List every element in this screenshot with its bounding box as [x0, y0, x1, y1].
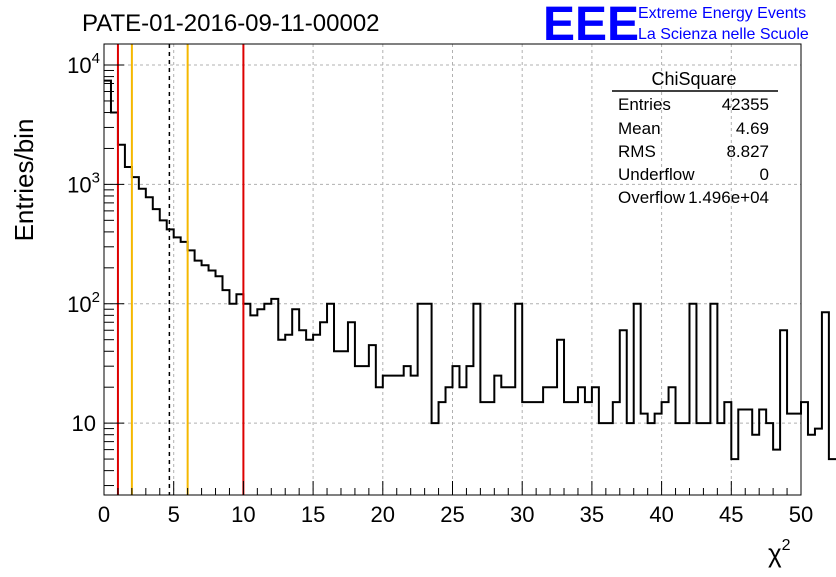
- stats-value-entries: 42355: [722, 95, 769, 114]
- x-tick-label: 15: [301, 502, 325, 527]
- stats-label-mean: Mean: [618, 119, 661, 138]
- x-tick-label: 10: [231, 502, 255, 527]
- stats-title: ChiSquare: [651, 69, 736, 89]
- x-tick-label: 40: [649, 502, 673, 527]
- x-tick-label: 20: [371, 502, 395, 527]
- stats-label-underflow: Underflow: [618, 165, 695, 184]
- axes-layer: 0 5 10 15 20 25 30 35 40 45 50 10 102 103 104: [67, 50, 813, 527]
- stats-value-overflow: 1.496e+04: [688, 188, 769, 207]
- marker-lines-layer: [118, 44, 243, 495]
- eee-logo: EEE Extreme Energy Events La Scienza nel…: [543, 0, 809, 51]
- stats-value-rms: 8.827: [726, 142, 769, 161]
- stats-value-underflow: 0: [760, 165, 769, 184]
- y-tick-label: 10: [72, 411, 96, 436]
- stats-label-entries: Entries: [618, 95, 671, 114]
- y-tick-label: 104: [67, 50, 100, 78]
- x-tick-label: 25: [440, 502, 464, 527]
- x-tick-label: 0: [98, 502, 110, 527]
- x-tick-label: 50: [789, 502, 813, 527]
- stats-label-overflow: Overflow: [618, 188, 686, 207]
- y-tick-label: 103: [67, 169, 100, 197]
- x-tick-label: 30: [510, 502, 534, 527]
- histogram-outline: [104, 81, 836, 459]
- x-tick-label: 35: [580, 502, 604, 527]
- logo-line-1: Extreme Energy Events: [638, 5, 806, 22]
- x-axis-label: χ2: [768, 537, 791, 568]
- stats-value-mean: 4.69: [736, 119, 769, 138]
- logo-line-2: La Scienza nelle Scuole: [638, 26, 809, 43]
- stats-label-rms: RMS: [618, 142, 656, 161]
- x-tick-label: 5: [168, 502, 180, 527]
- chart-title: PATE-01-2016-09-11-00002: [82, 10, 380, 37]
- stats-box: ChiSquare Entries 42355 Mean 4.69 RMS 8.…: [612, 69, 778, 207]
- eee-logo-mark: EEE: [543, 0, 639, 51]
- y-axis-label: Entries/bin: [9, 119, 39, 242]
- y-tick-label: 102: [67, 289, 100, 317]
- x-tick-label: 45: [719, 502, 743, 527]
- histogram-layer: [104, 81, 836, 459]
